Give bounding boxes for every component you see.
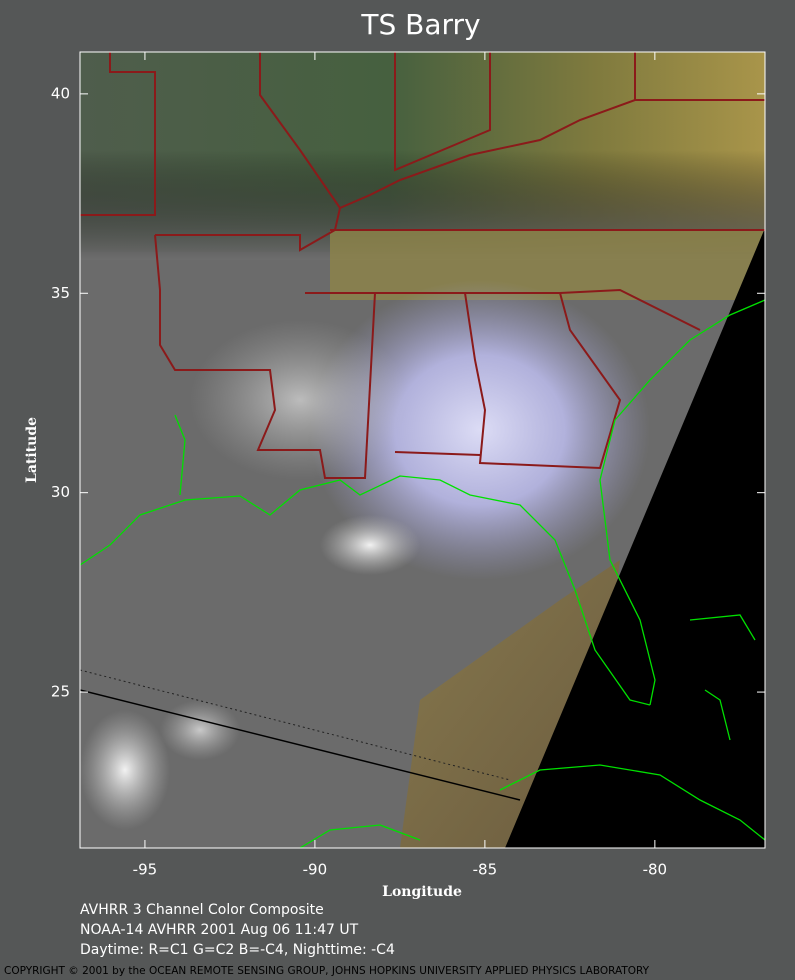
copyright: COPYRIGHT © 2001 by the OCEAN REMOTE SEN…	[4, 965, 650, 977]
y-tick-label: 30	[51, 483, 70, 501]
x-tick-label: -90	[303, 861, 328, 879]
y-tick-label: 40	[51, 84, 70, 102]
y-tick-label: 25	[51, 683, 70, 701]
caption-line: Daytime: R=C1 G=C2 B=-C4, Nighttime: -C4	[80, 942, 395, 958]
map-title: TS Barry	[360, 8, 480, 41]
caption-line: NOAA-14 AVHRR 2001 Aug 06 11:47 UT	[80, 922, 359, 938]
x-tick-label: -95	[133, 861, 158, 879]
x-tick-label: -80	[643, 861, 668, 879]
y-axis-title: Latitude	[24, 417, 40, 483]
plot-frame	[79, 51, 766, 849]
y-tick-label: 35	[51, 284, 70, 302]
caption-line: AVHRR 3 Channel Color Composite	[80, 902, 324, 918]
x-axis-title: Longitude	[382, 884, 462, 900]
satellite-image	[80, 52, 765, 848]
x-tick-label: -85	[473, 861, 498, 879]
